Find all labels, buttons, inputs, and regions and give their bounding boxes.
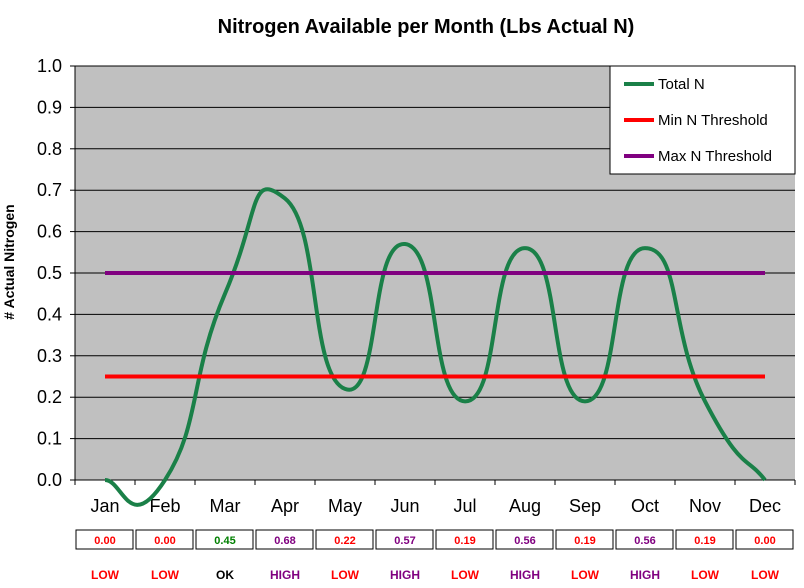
x-tick-label: Oct [631, 496, 659, 516]
y-tick-label: 0.3 [37, 346, 62, 366]
status-label: HIGH [390, 568, 420, 582]
table-cell [735, 529, 794, 550]
status-label: LOW [91, 568, 120, 582]
y-axis-label: # Actual Nitrogen [1, 204, 17, 319]
y-tick-label: 0.4 [37, 304, 62, 324]
table-value: 0.22 [334, 535, 355, 547]
x-tick-label: Dec [749, 496, 781, 516]
status-label: HIGH [630, 568, 660, 582]
x-tick-label: Jun [390, 496, 419, 516]
status-label: LOW [151, 568, 180, 582]
status-label: HIGH [270, 568, 300, 582]
status-label: HIGH [510, 568, 540, 582]
legend: Total N Min N Threshold Max N Threshold [609, 65, 796, 175]
x-tick-label: Mar [210, 496, 241, 516]
status-label: LOW [751, 568, 780, 582]
legend-label-total-n: Total N [658, 76, 705, 93]
table-value: 0.45 [214, 535, 235, 547]
status-label: LOW [331, 568, 360, 582]
x-tick-label: Sep [569, 496, 601, 516]
status-label: OK [216, 568, 234, 582]
table-cell [495, 529, 554, 550]
y-tick-label: 0.8 [37, 139, 62, 159]
table-value: 0.68 [274, 535, 295, 547]
y-tick-label: 0.9 [37, 97, 62, 117]
x-tick-label: Nov [689, 496, 721, 516]
y-tick-label: 0.6 [37, 222, 62, 242]
table-value: 0.00 [154, 535, 175, 547]
table-cell [615, 529, 674, 550]
table-cell [375, 529, 434, 550]
y-tick-labels: 0.0 0.1 0.2 0.3 0.4 0.5 0.6 0.7 0.8 0.9 1.0 [37, 56, 75, 490]
x-tick-labels: Jan Feb Mar Apr May Jun Jul Aug Sep Oct Nov Dec [74, 480, 796, 516]
legend-label-max-n: Max N Threshold [658, 148, 772, 165]
y-tick-label: 0.2 [37, 387, 62, 407]
series-line-0 [104, 187, 767, 507]
x-tick-label: Apr [271, 496, 299, 516]
table-value: 0.19 [454, 535, 475, 547]
table-cell [255, 529, 314, 550]
table-cell [315, 529, 374, 550]
table-cell [435, 529, 494, 550]
table-cell [75, 529, 134, 550]
series-lines [104, 187, 767, 507]
table-cell [555, 529, 614, 550]
x-tick-label: May [328, 496, 362, 516]
y-tick-label: 0.1 [37, 429, 62, 449]
table-cell [195, 529, 254, 550]
value-table: 0.00 0.00 0.45 0.68 0.22 0.57 0.19 0.56 0.19 0.56… [75, 529, 794, 550]
table-value: 0.56 [514, 535, 535, 547]
table-cell [675, 529, 734, 550]
y-tick-label: 0.0 [37, 470, 62, 490]
status-label: LOW [691, 568, 720, 582]
chart-title: Nitrogen Available per Month (Lbs Actual… [218, 16, 635, 38]
table-value: 0.00 [94, 535, 115, 547]
x-tick-label: Jul [453, 496, 476, 516]
status-label: LOW [451, 568, 480, 582]
table-value: 0.57 [394, 535, 415, 547]
y-tick-label: 0.7 [37, 180, 62, 200]
status-row: LOW LOW OK HIGH LOW HIGH LOW HIGH LOW HIGH LOW LOW [91, 568, 780, 582]
x-tick-label: Jan [90, 496, 119, 516]
x-tick-label: Feb [149, 496, 180, 516]
table-cell [135, 529, 194, 550]
status-label: LOW [571, 568, 600, 582]
y-tick-label: 0.5 [37, 263, 62, 283]
y-tick-label: 1.0 [37, 56, 62, 76]
x-tick-label: Aug [509, 496, 541, 516]
table-value: 0.56 [634, 535, 655, 547]
table-value: 0.00 [754, 535, 775, 547]
legend-label-min-n: Min N Threshold [658, 112, 768, 129]
table-value: 0.19 [574, 535, 595, 547]
table-value: 0.19 [694, 535, 715, 547]
